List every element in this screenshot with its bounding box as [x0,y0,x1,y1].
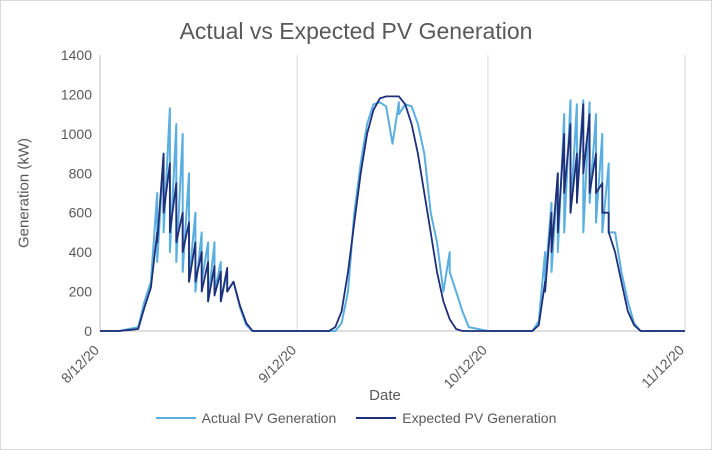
legend-swatch-expected [356,417,397,419]
x-tick-label: 8/12/20 [58,342,102,386]
y-tick-label: 800 [69,165,93,181]
x-tick-label: 9/12/20 [255,342,299,386]
legend-label-expected: Expected PV Generation [402,410,557,426]
chart-title: Actual vs Expected PV Generation [179,18,533,44]
legend-label-actual: Actual PV Generation [201,410,337,426]
legend-item-expected: Expected PV Generation [356,410,556,426]
x-tick-label: 10/12/20 [440,342,490,392]
legend-item-actual: Actual PV Generation [155,410,337,426]
y-tick-label: 1200 [61,86,92,102]
legend-swatch-actual [155,417,196,419]
y-tick-label: 400 [69,244,93,260]
series-line-actual [100,99,685,332]
y-tick-label: 600 [69,205,93,221]
series-line-expected [100,95,685,332]
y-tick-label: 0 [84,323,92,339]
y-tick-label: 1000 [61,126,92,142]
x-tick-label: 11/12/20 [638,342,687,391]
y-tick-label: 200 [69,284,93,300]
legend: Actual PV Generation Expected PV Generat… [0,410,712,426]
x-axis-label: Date [369,387,401,404]
y-tick-label: 1400 [61,47,92,63]
